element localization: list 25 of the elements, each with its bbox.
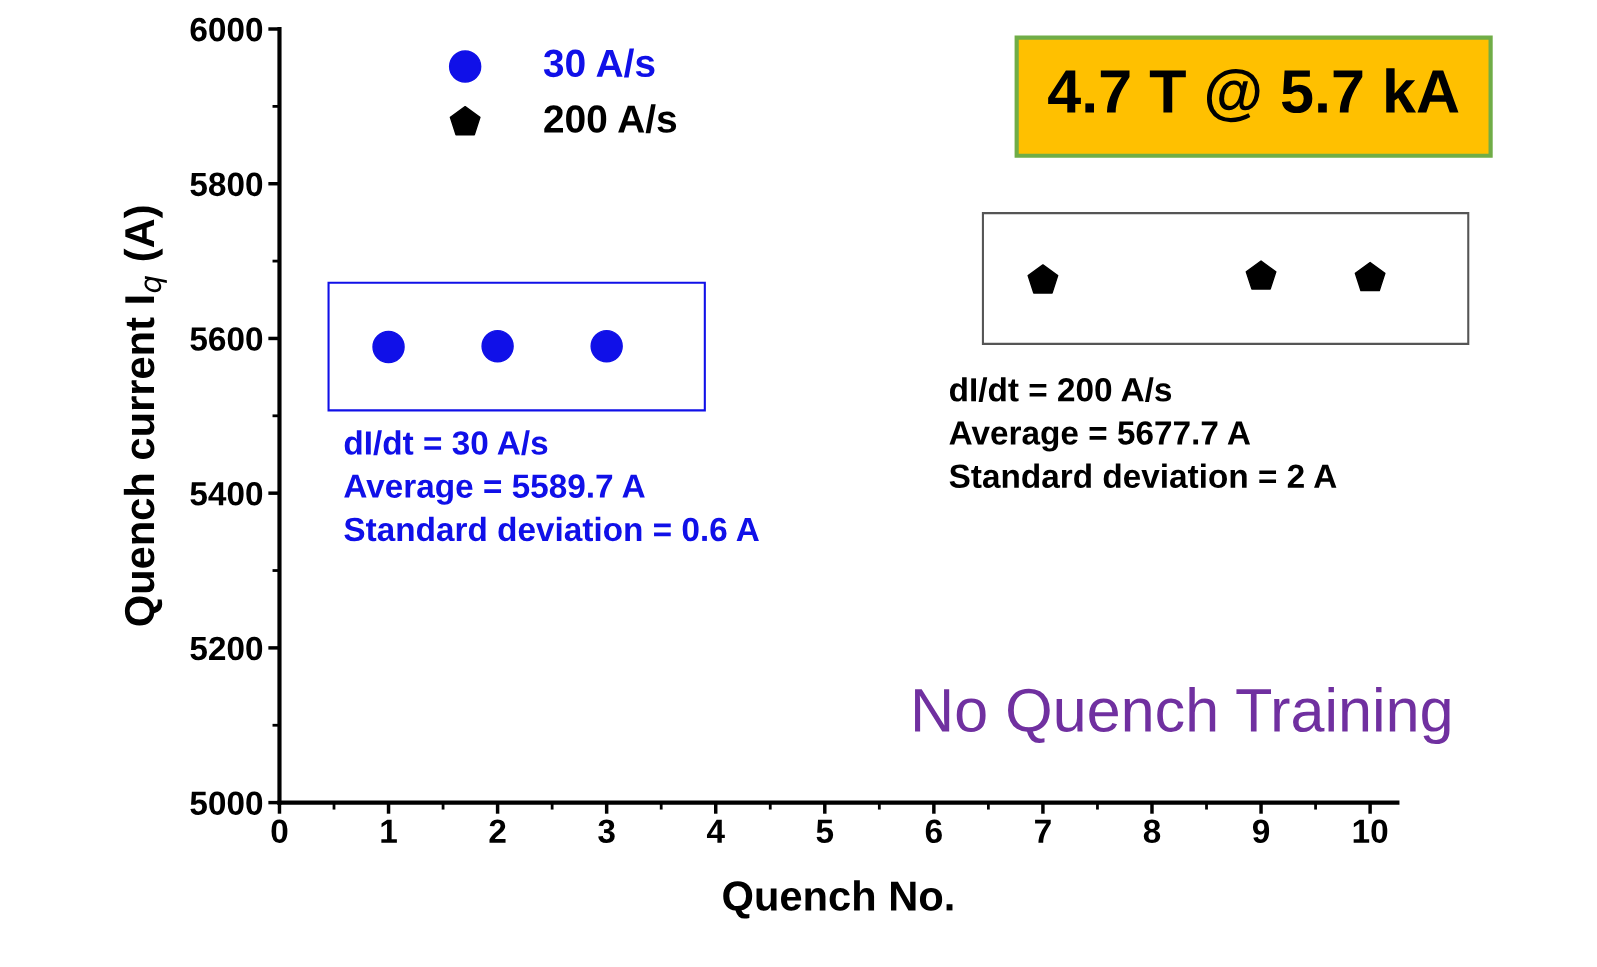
x-tick-label: 5: [816, 819, 834, 844]
legend-label: 200 A/s: [544, 104, 677, 134]
legend-label: 30 A/s: [543, 48, 655, 78]
x-tick-label: 8: [1143, 819, 1161, 844]
y-axis-title: Quench current I$_{q}$ (A): [123, 206, 167, 626]
y-tick-label: 5600: [190, 327, 263, 351]
y-tick-label: 5000: [190, 791, 263, 816]
y-tick-label: 6000: [190, 17, 263, 42]
annotation: dI/dt = 30 A/s Average = 5589.7 A Standard deviation = 0.6 A: [344, 430, 759, 542]
x-tick-label: 9: [1252, 819, 1270, 844]
annotation: 4.7 T @ 5.7 kA: [1048, 68, 1459, 123]
x-tick-label: 7: [1035, 819, 1051, 843]
x-axis-title: Quench No.: [723, 880, 953, 919]
x-tick-label: 10: [1353, 819, 1388, 844]
x-tick-label: 2: [489, 819, 506, 843]
y-tick-label: 5800: [190, 172, 263, 197]
x-tick-label: 1: [381, 819, 397, 843]
x-tick-label: 0: [271, 819, 288, 844]
annotation: dI/dt = 200 A/s Average = 5677.7 A Standard deviation = 2 A: [949, 377, 1337, 489]
x-tick-label: 3: [598, 819, 615, 844]
y-tick-label: 5400: [190, 481, 263, 506]
x-tick-label: 6: [925, 819, 942, 844]
annotation: No Quench Training: [915, 687, 1450, 745]
y-tick-label: 5200: [190, 636, 263, 661]
x-tick-label: 4: [706, 819, 725, 843]
